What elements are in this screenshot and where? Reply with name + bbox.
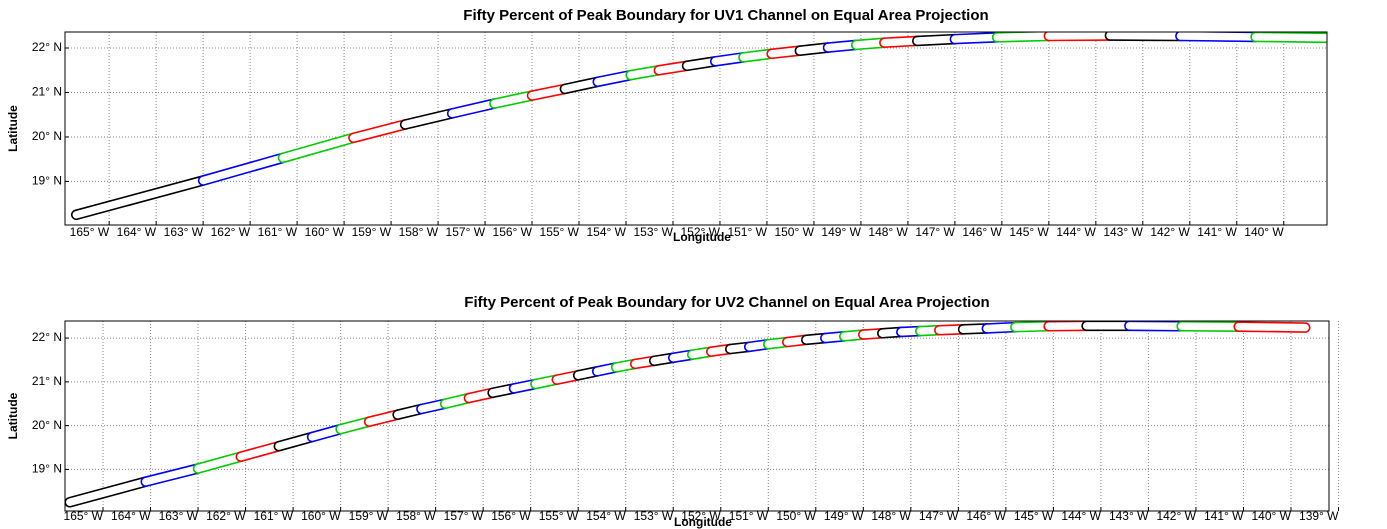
panel: Fifty Percent of Peak Boundary for UV2 C… [6,294,1339,529]
x-tick-label: 163° W [159,509,199,523]
x-tick-label: 162° W [211,225,251,239]
y-tick-label: 22° N [32,40,62,54]
footprint [1176,321,1245,332]
marks [65,321,1311,508]
x-tick-label: 158° W [399,225,439,239]
footprint [1250,32,1327,44]
x-tick-label: 150° W [774,225,814,239]
x-tick-label: 149° W [821,225,861,239]
x-tick-label: 153° W [633,225,673,239]
x-tick-label: 159° W [352,225,392,239]
plot-frame [64,320,1330,512]
y-axis-label: Latitude [6,392,20,439]
y-tick-label: 21° N [32,85,62,99]
x-tick-label: 143° W [1103,225,1143,239]
x-tick-label: 161° W [254,509,294,523]
x-tick-label: 141° W [1204,509,1244,523]
x-tick-label: 160° W [301,509,341,523]
x-tick-label: 151° W [729,509,769,523]
x-tick-label: 165° W [70,225,110,239]
x-tick-label: 157° W [444,509,484,523]
x-tick-label: 142° W [1150,225,1190,239]
x-tick-label: 140° W [1252,509,1292,523]
x-tick-label: 139° W [1299,509,1339,523]
chart-title: Fifty Percent of Peak Boundary for UV1 C… [463,7,988,24]
x-tick-label: 160° W [305,225,345,239]
x-tick-label: 144° W [1061,509,1101,523]
x-tick-label: 145° W [1014,509,1054,523]
x-tick-label: 154° W [587,225,627,239]
x-tick-label: 163° W [164,225,204,239]
x-tick-label: 156° W [493,225,533,239]
x-tick-label: 155° W [540,225,580,239]
x-tick-label: 144° W [1056,225,1096,239]
y-tick-label: 20° N [32,418,62,432]
x-tick-label: 149° W [824,509,864,523]
x-tick-label: 141° W [1197,225,1237,239]
marks [71,32,1327,221]
x-tick-label: 158° W [396,509,436,523]
x-axis-label: Longitude [674,515,732,529]
y-tick-label: 22° N [32,330,62,344]
panel: Fifty Percent of Peak Boundary for UV1 C… [6,7,1328,244]
x-tick-label: 145° W [1009,225,1049,239]
x-tick-label: 152° W [680,225,720,239]
y-tick-label: 19° N [32,174,62,188]
y-tick-label: 20° N [32,129,62,143]
y-tick-label: 21° N [32,374,62,388]
x-tick-label: 150° W [776,509,816,523]
footprint [1175,32,1261,43]
x-tick-label: 165° W [64,509,104,523]
plot-frame [64,31,1328,226]
chart-title: Fifty Percent of Peak Boundary for UV2 C… [464,294,989,311]
x-tick-label: 154° W [586,509,626,523]
x-tick-label: 147° W [919,509,959,523]
x-tick-label: 147° W [915,225,955,239]
x-tick-label: 146° W [966,509,1006,523]
x-tick-label: 151° W [727,225,767,239]
x-tick-label: 164° W [111,509,151,523]
x-tick-label: 148° W [871,509,911,523]
x-tick-label: 153° W [634,509,674,523]
y-axis-label: Latitude [6,105,20,152]
x-tick-label: 159° W [349,509,389,523]
x-tick-label: 164° W [117,225,157,239]
x-tick-label: 148° W [868,225,908,239]
x-tick-label: 140° W [1244,225,1284,239]
x-tick-label: 142° W [1156,509,1196,523]
x-tick-label: 143° W [1109,509,1149,523]
x-axis-label: Longitude [673,230,731,244]
x-tick-label: 152° W [681,509,721,523]
y-tick-label: 19° N [32,462,62,476]
x-tick-label: 157° W [446,225,486,239]
footprint [1233,321,1311,333]
x-tick-label: 161° W [258,225,298,239]
x-tick-label: 156° W [491,509,531,523]
x-tick-label: 146° W [962,225,1002,239]
x-tick-label: 155° W [539,509,579,523]
x-tick-label: 162° W [206,509,246,523]
